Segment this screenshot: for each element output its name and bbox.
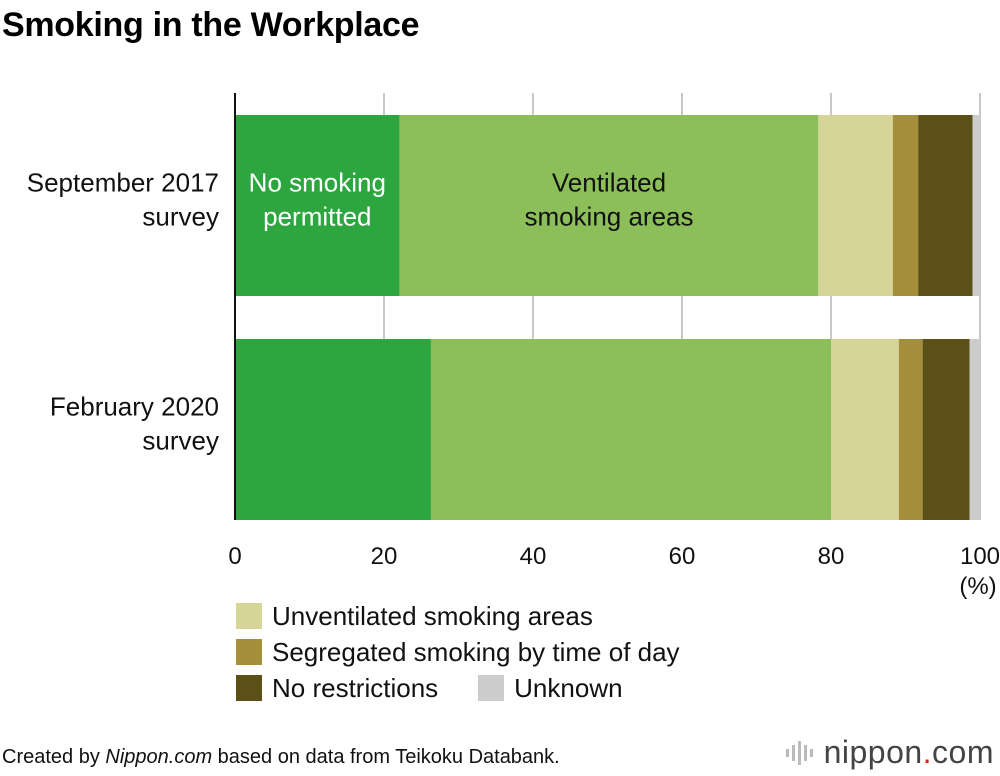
credit-suffix: based on data from Teikoku Databank. [212, 746, 560, 768]
bar-segment-no-restrictions [922, 339, 970, 520]
x-tick-label: 0 [228, 543, 241, 570]
category-label: February 2020 [50, 392, 219, 422]
bar-segment-no-restrictions [918, 115, 973, 296]
logo-bars-icon [785, 740, 816, 765]
bar-segment-ventilated-smoking-areas [430, 339, 831, 520]
segment-label: Ventilated [552, 168, 666, 198]
legend-label: No restrictions [272, 672, 439, 703]
bar-segment-segregated-smoking-by-time-of-day [892, 115, 919, 296]
legend-label: Unknown [514, 672, 623, 703]
credit-source-name: Nippon.com [105, 746, 213, 768]
segment-label: smoking areas [524, 202, 693, 232]
legend-swatch [236, 603, 262, 629]
nippon-logo: nippon. com [785, 734, 994, 771]
chart-title: Smoking in the Workplace [2, 6, 420, 44]
x-tick-label: 20 [371, 543, 398, 570]
bar-segment-unknown [969, 339, 980, 520]
legend-row: No restrictions Unknown [236, 670, 720, 706]
segment-label: permitted [263, 202, 371, 232]
x-tick-label: 40 [520, 543, 547, 570]
logo-name: nippon [823, 734, 923, 770]
bar-segment-unventilated-smoking-areas [831, 339, 899, 520]
legend-item: Unknown [478, 672, 623, 704]
legend-swatch [236, 639, 262, 665]
category-label: survey [142, 202, 219, 232]
legend-label: Segregated smoking by time of day [272, 636, 680, 667]
x-tick-label: 80 [818, 543, 845, 570]
legend-label: Unventilated smoking areas [272, 600, 593, 631]
bar-segment-segregated-smoking-by-time-of-day [898, 339, 923, 520]
legend-item: No restrictions [236, 673, 438, 704]
logo-dot: . [922, 734, 933, 770]
legend-row: Segregated smoking by time of day [236, 634, 720, 670]
x-tick-label: 60 [669, 543, 696, 570]
bar-segment-unventilated-smoking-areas [818, 115, 893, 296]
legend-swatch [236, 675, 262, 701]
legend-row: Unventilated smoking areas [236, 598, 720, 634]
credit-prefix: Created by [2, 746, 106, 768]
legend-swatch [478, 675, 505, 701]
source-credit: Created by Nippon.com based on data from… [2, 746, 560, 769]
segment-label: No smoking [249, 168, 386, 198]
bar-segment-no-smoking-permitted [235, 339, 431, 520]
category-label: survey [142, 426, 219, 456]
legend-item: Unventilated smoking areas [236, 601, 593, 632]
logo-tld: com [932, 734, 994, 770]
bar-segment-no-smoking-permitted [235, 115, 400, 296]
stacked-bar-chart: September 2017 survey February 2020 survey N… [27, 93, 1000, 600]
bar-segment-unknown [972, 115, 980, 296]
bar-segment-ventilated-smoking-areas [399, 115, 819, 296]
legend: Unventilated smoking areas Segregated smo… [236, 598, 720, 706]
legend-item: Segregated smoking by time of day [236, 637, 680, 668]
category-label: September 2017 [27, 168, 219, 198]
x-tick-label: 100 [960, 543, 1000, 570]
unit-label: (%) [959, 573, 996, 600]
